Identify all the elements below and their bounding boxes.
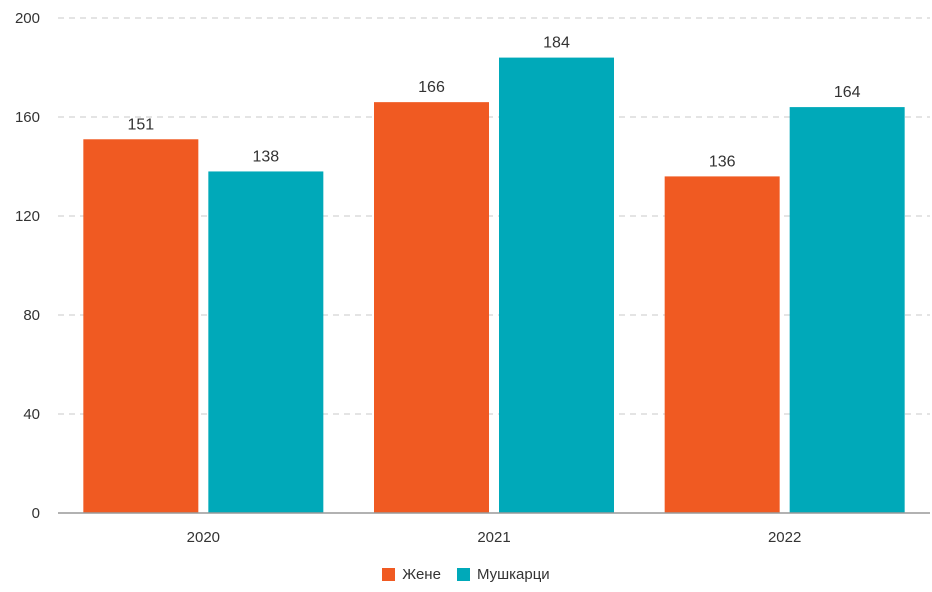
bar-2020-series-1 <box>208 171 324 513</box>
y-tick-label-4: 160 <box>15 109 40 126</box>
x-axis: 2020 2021 2022 <box>58 512 930 546</box>
bar-2022-series-1 <box>789 107 905 513</box>
data-label-2021-series-1: 184 <box>543 35 570 52</box>
legend-label-series-1: Мушкарци <box>476 566 550 583</box>
data-labels: 151 138 166 184 136 164 <box>127 35 860 171</box>
bar-2021-series-0 <box>374 102 489 514</box>
legend: Жене Мушкарци <box>0 566 932 583</box>
y-tick-label-1: 40 <box>23 406 40 423</box>
data-label-2020-series-1: 138 <box>252 148 279 165</box>
legend-item-series-0: Жене <box>382 566 441 583</box>
data-label-2022-series-0: 136 <box>709 153 736 170</box>
data-label-2021-series-0: 166 <box>418 79 445 96</box>
bar-2022-series-0 <box>664 176 780 513</box>
data-label-2022-series-1: 164 <box>834 84 861 101</box>
y-tick-label-2: 80 <box>23 307 40 324</box>
bar-2020-series-0 <box>83 139 199 513</box>
x-tick-label-1: 2021 <box>477 529 510 546</box>
legend-swatch-series-0 <box>382 568 396 581</box>
x-tick-label-0: 2020 <box>187 529 220 546</box>
y-tick-label-0: 0 <box>32 505 40 522</box>
bars <box>83 57 905 514</box>
legend-item-series-1: Мушкарци <box>456 566 550 583</box>
grid-lines <box>58 17 930 415</box>
legend-swatch-series-1 <box>456 568 470 581</box>
y-tick-label-5: 200 <box>15 10 40 27</box>
bar-2021-series-1 <box>499 57 614 513</box>
y-axis: 0 40 80 120 160 200 <box>15 10 40 522</box>
y-tick-label-3: 120 <box>15 208 40 225</box>
data-label-2020-series-0: 151 <box>127 116 154 133</box>
x-tick-label-2: 2022 <box>768 529 801 546</box>
legend-label-series-0: Жене <box>402 566 441 583</box>
